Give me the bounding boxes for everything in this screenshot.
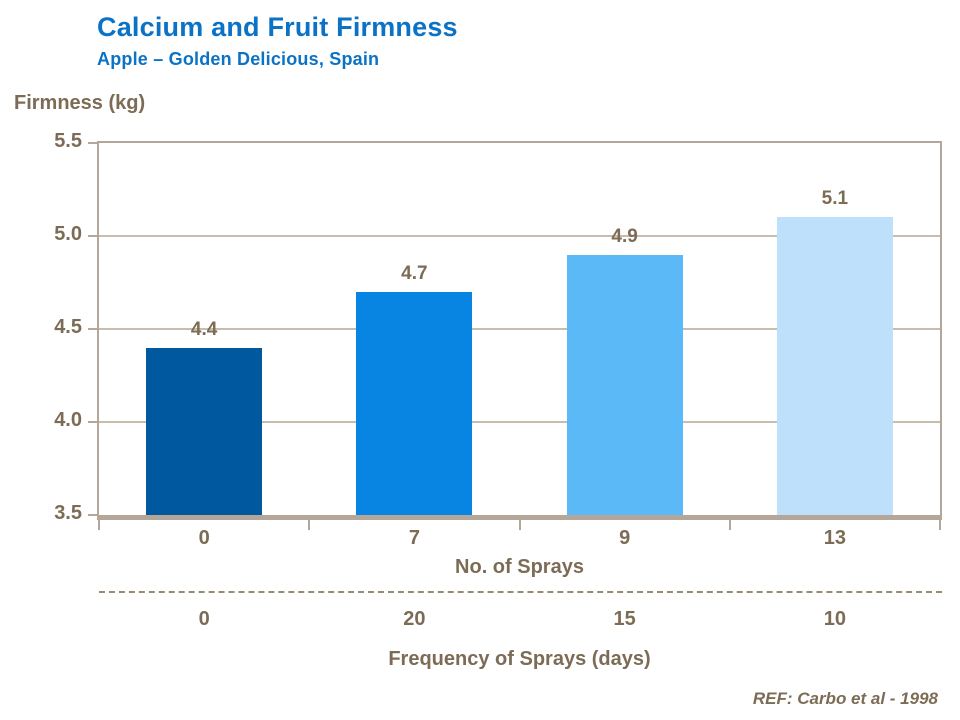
- y-tick-mark: [88, 328, 99, 330]
- x-tick-mark: [518, 520, 521, 530]
- secondary-value-label: 10: [823, 608, 846, 630]
- reference-text: REF: Carbo et al - 1998: [752, 689, 938, 708]
- x-tick-label: 0: [198, 527, 210, 549]
- x-axis-title: No. of Sprays: [455, 556, 584, 578]
- secondary-value-label: 20: [403, 608, 426, 630]
- gridline: [99, 235, 940, 237]
- y-tick-mark: [88, 235, 99, 237]
- y-tick-label: 4.5: [54, 316, 82, 338]
- x-tick-mark: [308, 520, 311, 530]
- x-tick-label: 9: [619, 527, 631, 549]
- y-tick-label: 5.0: [54, 223, 82, 245]
- y-tick-label: 5.5: [54, 130, 82, 152]
- x-tick-label: 13: [823, 527, 846, 549]
- bar: [566, 254, 683, 515]
- chart-header: Calcium and Fruit Firmness Apple – Golde…: [97, 12, 458, 70]
- x-tick-mark: [939, 520, 941, 530]
- bar-value-label: 4.9: [611, 225, 638, 247]
- x-tick-mark: [728, 520, 731, 530]
- secondary-axis-separator: [99, 591, 942, 593]
- bar: [146, 347, 263, 515]
- bar-value-label: 4.4: [190, 318, 218, 340]
- bar-value-label: 5.1: [821, 188, 849, 210]
- bar: [776, 217, 893, 515]
- gridline: [99, 421, 940, 423]
- y-tick-label: 3.5: [54, 502, 82, 524]
- chart-subtitle: Apple – Golden Delicious, Spain: [97, 49, 380, 69]
- chart-title: Calcium and Fruit Firmness: [97, 12, 458, 42]
- secondary-value-label: 15: [613, 608, 636, 630]
- bar: [356, 291, 473, 515]
- y-tick-mark: [88, 421, 99, 423]
- bar-value-label: 4.7: [401, 262, 428, 284]
- x-tick-label: 7: [408, 527, 420, 549]
- gridline: [99, 328, 940, 330]
- y-tick-label: 4.0: [54, 409, 82, 431]
- y-tick-mark: [88, 142, 99, 144]
- y-axis-title: Firmness (kg): [14, 92, 146, 114]
- secondary-axis-title: Frequency of Sprays (days): [388, 648, 651, 670]
- x-tick-mark: [98, 520, 100, 530]
- plot-area: 4.4 4.7 4.9 5.1: [97, 141, 942, 520]
- secondary-value-label: 0: [198, 608, 210, 630]
- y-tick-mark: [88, 514, 99, 516]
